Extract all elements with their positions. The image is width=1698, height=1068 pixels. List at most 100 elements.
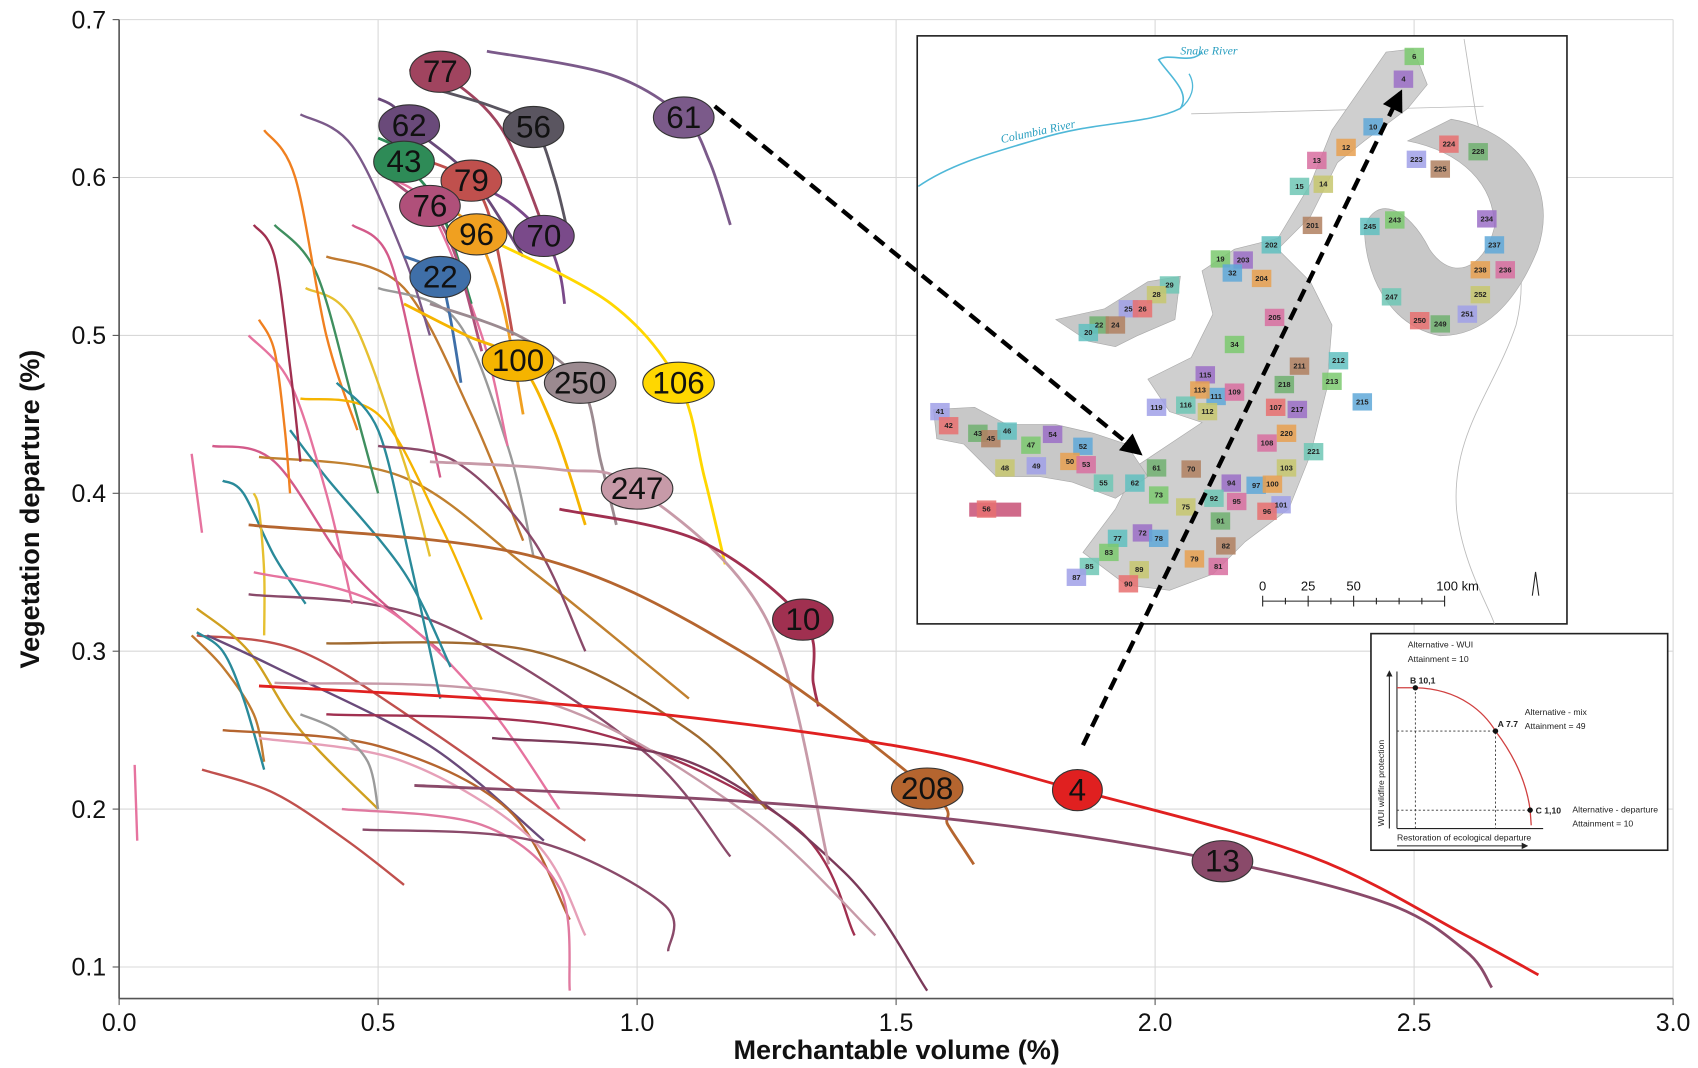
series-label: 106 — [652, 365, 704, 400]
map-unit-label: 91 — [1216, 517, 1224, 526]
diagram-text: WUI wildfire protection — [1376, 740, 1386, 827]
map-unit-label: 119 — [1150, 403, 1162, 412]
map-unit-label: 32 — [1228, 269, 1236, 278]
map-unit-label: 10 — [1369, 122, 1377, 131]
curve — [300, 714, 378, 809]
map-unit-label: 249 — [1434, 319, 1447, 328]
river-label: Snake River — [1180, 43, 1238, 57]
map-unit-label: 49 — [1032, 461, 1040, 470]
map-unit-label: 108 — [1261, 439, 1274, 448]
diagram-text: Alternative - WUI — [1408, 640, 1473, 650]
map-unit-label: 52 — [1079, 442, 1087, 451]
map-unit-label: 96 — [1263, 507, 1271, 516]
diagram-text: Attainment = 10 — [1572, 818, 1633, 828]
point-a — [1493, 728, 1498, 733]
map-unit-label: 217 — [1291, 405, 1304, 414]
map-unit-label: 213 — [1326, 377, 1339, 386]
map-unit-label: 14 — [1319, 180, 1328, 189]
diagram-text: A 7.7 — [1498, 719, 1519, 729]
x-tick-label: 0.5 — [361, 1009, 396, 1037]
map-unit-label: 115 — [1199, 370, 1211, 379]
map-unit-label: 81 — [1214, 562, 1222, 571]
map-unit-label: 100 — [1266, 480, 1279, 489]
map-unit-label: 250 — [1413, 316, 1426, 325]
map-unit-label: 43 — [974, 429, 982, 438]
map-unit-label: 85 — [1085, 562, 1093, 571]
map-unit-label: 46 — [1003, 427, 1011, 436]
series-label: 76 — [412, 188, 447, 223]
map-unit-label: 45 — [987, 434, 995, 443]
map-unit-label: 237 — [1488, 240, 1501, 249]
x-axis-title: Merchantable volume (%) — [733, 1034, 1059, 1065]
map-unit-label: 238 — [1474, 265, 1487, 274]
map-unit-label: 53 — [1082, 460, 1090, 469]
x-tick-label: 1.5 — [879, 1009, 914, 1037]
series-label: 208 — [901, 771, 953, 806]
map-unit-label: 75 — [1182, 502, 1190, 511]
map-unit-label: 62 — [1131, 479, 1139, 488]
map-unit-label: 72 — [1138, 528, 1146, 537]
map-unit-label: 13 — [1313, 156, 1321, 165]
x-tick-label: 3.0 — [1656, 1009, 1691, 1037]
map-unit-label: 79 — [1190, 554, 1198, 563]
series-label: 79 — [454, 163, 489, 198]
y-tick-label: 0.1 — [72, 954, 107, 982]
map-unit-label: 83 — [1105, 548, 1113, 557]
series-label: 247 — [611, 471, 663, 506]
map-unit-label: 220 — [1280, 429, 1293, 438]
x-tick-label: 1.0 — [620, 1009, 655, 1037]
map-unit-label: 61 — [1152, 463, 1160, 472]
curve — [254, 572, 560, 809]
x-tick-label: 2.5 — [1397, 1009, 1432, 1037]
series-label: 4 — [1069, 773, 1086, 808]
y-tick-label: 0.7 — [72, 6, 107, 34]
series-label: 56 — [516, 109, 551, 144]
series-label: 43 — [387, 144, 422, 179]
map-unit-label: 24 — [1111, 320, 1120, 329]
map-unit-label: 251 — [1461, 310, 1474, 319]
map-unit-label: 77 — [1113, 534, 1121, 543]
map-unit-label: 211 — [1293, 362, 1305, 371]
map-unit-label: 34 — [1230, 340, 1239, 349]
map-unit-label: 215 — [1356, 397, 1369, 406]
map-unit-label: 111 — [1210, 392, 1222, 401]
map-unit-label: 6 — [1412, 52, 1416, 61]
map-unit-label: 41 — [936, 407, 944, 416]
scale-label: 50 — [1346, 578, 1360, 593]
map-unit-label: 212 — [1332, 356, 1345, 365]
map-unit-label: 236 — [1499, 265, 1512, 274]
map-unit-label: 97 — [1252, 481, 1260, 490]
point-b — [1413, 685, 1418, 690]
map-unit-label: 218 — [1278, 380, 1291, 389]
x-tick-label: 0.0 — [102, 1009, 137, 1037]
curve — [342, 809, 570, 991]
curve — [249, 594, 731, 856]
diagram-text: C 1,10 — [1536, 805, 1562, 815]
series-label: 96 — [459, 217, 494, 252]
y-tick-label: 0.2 — [72, 796, 107, 824]
series-label: 100 — [492, 343, 544, 378]
curve — [197, 632, 264, 769]
map-unit-label: 56 — [982, 505, 990, 514]
map-unit-label: 225 — [1434, 165, 1447, 174]
curve — [254, 225, 301, 462]
map-unit-label: 113 — [1194, 385, 1206, 394]
map-unit-label: 48 — [1001, 463, 1009, 472]
series-label: 10 — [785, 602, 820, 637]
curve — [259, 738, 585, 935]
series-label: 13 — [1205, 844, 1240, 879]
curve — [414, 785, 1491, 987]
diagram-text: Alternative - mix — [1525, 707, 1588, 717]
curve — [192, 635, 265, 761]
curve — [135, 765, 138, 841]
map-unit-label: 221 — [1307, 447, 1320, 456]
series-label: 250 — [554, 365, 606, 400]
curve — [259, 320, 290, 494]
map-unit-label: 109 — [1228, 388, 1241, 397]
map-unit-label: 101 — [1275, 500, 1288, 509]
y-tick-label: 0.4 — [72, 480, 107, 508]
map-unit-label: 87 — [1072, 573, 1080, 582]
scale-label: 25 — [1301, 578, 1315, 593]
map-unit-label: 19 — [1216, 254, 1224, 263]
map-unit-label: 12 — [1342, 143, 1350, 152]
